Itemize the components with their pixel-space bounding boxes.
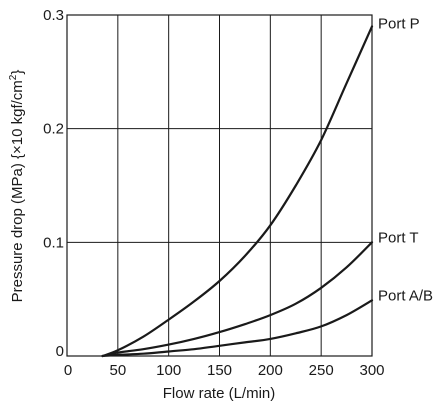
tick-labels: 0 50 100 150 200 250 300 0 0.1 0.2 0.3 [43,7,384,379]
y-axis-title: Pressure drop (MPa) {×10 kgf/cm2} [8,70,26,303]
series-line-port-t [101,241,374,358]
x-tick-label: 300 [359,362,384,379]
x-tick-label: 50 [109,362,126,379]
x-axis-title: Flow rate (L/min) [163,385,276,402]
series-line-port-p [101,25,374,358]
x-tick-label: 150 [207,362,232,379]
series-label: Port T [378,229,419,246]
series-labels: Port P Port T Port A/B [378,15,433,304]
plot-frame [66,14,373,357]
y-tick-label: 0.1 [43,234,64,251]
y-tick-label: 0 [56,343,64,360]
curves [101,25,374,358]
series-label: Port P [378,15,420,32]
y-tick-label: 0.2 [43,121,64,138]
y-axis-title-main: Pressure drop (MPa) {×10 kgf/cm [9,80,26,302]
x-tick-label: 250 [309,362,334,379]
grid [67,15,372,356]
series-label: Port A/B [378,287,433,304]
x-tick-label: 0 [64,362,72,379]
y-axis-title-superscript: 2 [8,74,19,80]
y-axis-title-end: } [9,70,26,75]
series-line-port-a-b [101,299,374,358]
y-tick-label: 0.3 [43,7,64,24]
x-tick-label: 100 [156,362,181,379]
x-tick-label: 200 [258,362,283,379]
